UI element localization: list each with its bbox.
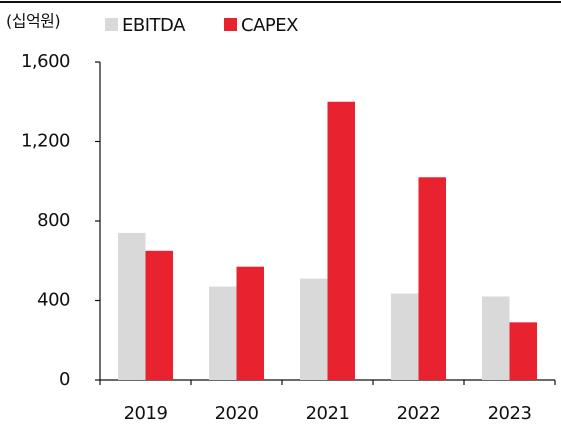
y-tick-label: 800 (37, 210, 70, 231)
x-tick-label: 2021 (306, 403, 350, 424)
x-tick-label: 2019 (124, 403, 168, 424)
legend-swatch (224, 18, 237, 31)
bar (391, 293, 419, 380)
y-tick-label: 1,600 (21, 51, 70, 72)
y-tick-label: 1,200 (21, 131, 70, 152)
bar (327, 101, 355, 380)
bar (209, 286, 237, 380)
unit-label: (십억원) (6, 12, 60, 31)
bar (118, 232, 146, 380)
legend-swatch (105, 18, 118, 31)
x-tick-label: 2022 (397, 403, 441, 424)
legend-label: EBITDA (122, 15, 186, 36)
bar (482, 296, 510, 380)
y-tick-label: 0 (59, 369, 70, 390)
legend-label: CAPEX (241, 15, 298, 36)
bar (509, 322, 537, 380)
x-tick-label: 2020 (215, 403, 259, 424)
bar (145, 250, 173, 380)
bar (418, 177, 446, 380)
x-tick-label: 2023 (488, 403, 532, 424)
y-tick-label: 400 (37, 290, 70, 311)
bar (236, 266, 264, 380)
bar (300, 278, 328, 380)
